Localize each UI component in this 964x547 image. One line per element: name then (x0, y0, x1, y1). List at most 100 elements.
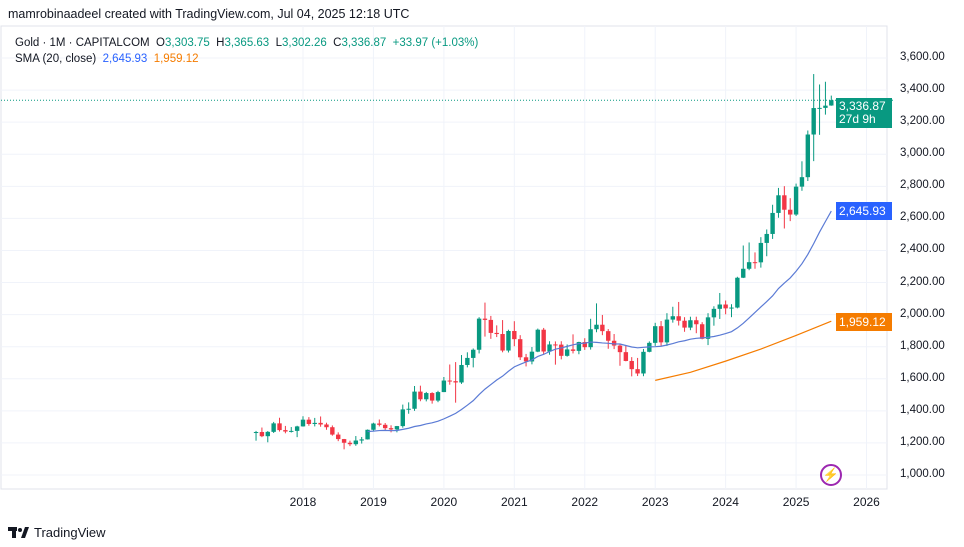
x-tick-label: 2026 (853, 495, 880, 509)
candle-body (394, 426, 400, 430)
candle-body (318, 422, 323, 425)
candle-body (547, 344, 552, 352)
candle-body (576, 342, 582, 351)
candle-body (400, 409, 405, 427)
low-value: 3,302.26 (282, 37, 327, 49)
candle-body (776, 195, 781, 213)
candle-body (529, 351, 535, 362)
y-tick-label: 2,000.00 (900, 307, 945, 320)
candle-body (799, 177, 805, 187)
x-tick-label: 2023 (641, 495, 669, 509)
candle-body (694, 320, 699, 325)
candle-body (811, 108, 816, 135)
credit-text: mamrobinaadeel created with TradingView.… (8, 7, 410, 21)
candle-body (382, 424, 388, 429)
candle-body (523, 357, 529, 362)
candle-body (406, 408, 411, 410)
candle-body (611, 340, 617, 346)
candle-body (435, 392, 441, 401)
candle-body (705, 317, 711, 339)
candle-body (606, 331, 611, 341)
candle-body (277, 423, 282, 431)
sma2-value: 1,959.12 (153, 53, 199, 65)
high-label: H (216, 37, 225, 49)
y-tick-label: 3,000.00 (900, 147, 945, 160)
x-tick-label: 2021 (500, 495, 528, 509)
y-tick-label: 1,600.00 (900, 371, 945, 384)
candle-body (517, 339, 523, 358)
high-value: 3,365.63 (224, 37, 270, 49)
candle-body (682, 320, 687, 328)
candle-body (306, 419, 312, 424)
candle-body (441, 380, 447, 393)
candle-body (300, 419, 306, 427)
candle-body (353, 440, 359, 445)
candle-body (377, 423, 382, 425)
candle-body (494, 332, 499, 335)
open-value: 3,303.75 (164, 37, 210, 49)
symbol-name[interactable]: Gold · 1M · CAPITALCOM (15, 37, 150, 49)
sma1-price-label: 2,645.93 (836, 202, 892, 220)
candle-body (265, 431, 270, 437)
candle-body (347, 442, 353, 445)
sma-row: SMA (20, close) 2,645.93 1,959.12 (15, 51, 478, 67)
candle-body (271, 423, 276, 432)
y-tick-label: 1,000.00 (900, 468, 945, 480)
candle-body (782, 195, 787, 210)
candle-body (459, 364, 464, 383)
y-tick-label: 3,600.00 (900, 51, 945, 63)
candle-body (829, 100, 834, 106)
candle-body (553, 344, 558, 346)
candle-body (447, 380, 452, 382)
candle-body (312, 422, 317, 424)
lightning-icon[interactable]: ⚡ (820, 464, 842, 486)
candle-body (653, 326, 658, 343)
y-tick-label: 1,400.00 (900, 403, 945, 416)
y-tick-label: 2,400.00 (900, 243, 945, 256)
x-tick-label: 2019 (360, 495, 387, 509)
candle-body (283, 430, 288, 432)
x-tick-label: 2022 (571, 495, 599, 509)
candle-body (506, 330, 511, 351)
candle-body (823, 105, 828, 108)
candle-body (729, 307, 734, 309)
candle-body (259, 432, 265, 437)
candle-body (429, 393, 435, 401)
candle-body (512, 330, 517, 340)
candle-body (764, 233, 769, 243)
tradingview-logo-icon (8, 526, 29, 538)
candle-body (711, 308, 717, 318)
footer-logo[interactable]: TradingView (8, 525, 106, 540)
candle-body (793, 186, 799, 215)
chart-legend: Gold · 1M · CAPITALCOM O3,303.75 H3,365.… (15, 35, 478, 67)
candle-body (453, 381, 458, 383)
x-tick-label: 2020 (430, 495, 458, 509)
candle-body (294, 426, 300, 431)
candle-body (723, 304, 728, 309)
sma2-price-label: 1,959.12 (836, 313, 892, 331)
candle-body (488, 319, 494, 333)
candle-body (588, 329, 593, 348)
y-tick-label: 1,200.00 (900, 435, 945, 448)
sma1-line (367, 210, 832, 433)
candle-body (365, 429, 370, 440)
candle-body (770, 212, 775, 234)
sma-label[interactable]: SMA (20, close) (15, 53, 97, 65)
candle-body (629, 360, 634, 370)
candle-body (412, 391, 417, 409)
close-label: C (333, 37, 342, 49)
candle-body (541, 329, 546, 352)
open-label: O (156, 37, 165, 49)
candle-body (717, 304, 722, 309)
y-tick-label: 1,800.00 (900, 339, 945, 352)
candle-body (817, 107, 822, 109)
candle-body (664, 319, 670, 343)
candle-body (758, 242, 764, 263)
candle-body (699, 324, 705, 339)
candle-body (535, 329, 540, 352)
change-value: +33.97 (+1.03%) (392, 37, 479, 49)
last-price-label: 3,336.87 27d 9h (836, 98, 892, 128)
candle-body (670, 316, 676, 320)
candle-body (623, 352, 629, 361)
